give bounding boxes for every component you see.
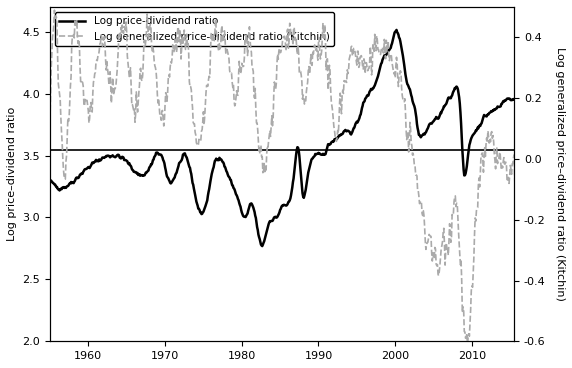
Log price-dividend ratio xyxy=(511,97,518,102)
Log price-dividend ratio xyxy=(463,164,470,169)
Log price-dividend ratio xyxy=(117,156,124,161)
Log price-dividend ratio xyxy=(336,133,343,137)
Log generalized price-dividend ratio (Kitchin) xyxy=(511,179,518,184)
Log price-dividend ratio xyxy=(73,175,80,180)
Log price-dividend ratio xyxy=(456,95,463,99)
Log price-dividend ratio xyxy=(416,133,423,137)
Log price-dividend ratio xyxy=(393,28,400,32)
Y-axis label: Log price–dividend ratio: Log price–dividend ratio xyxy=(7,107,17,241)
Log price-dividend ratio xyxy=(259,244,265,248)
Y-axis label: Log generalized price–dividend ratio (Kitchin): Log generalized price–dividend ratio (Ki… xyxy=(555,47,565,301)
Log generalized price-dividend ratio (Kitchin) xyxy=(46,118,53,122)
Log generalized price-dividend ratio (Kitchin) xyxy=(74,36,81,40)
Line: Log price-dividend ratio: Log price-dividend ratio xyxy=(50,30,515,246)
Log generalized price-dividend ratio (Kitchin) xyxy=(464,346,471,350)
Log generalized price-dividend ratio (Kitchin) xyxy=(463,336,470,340)
Log generalized price-dividend ratio (Kitchin) xyxy=(118,30,125,34)
Log generalized price-dividend ratio (Kitchin) xyxy=(336,100,343,105)
Log generalized price-dividend ratio (Kitchin) xyxy=(415,194,422,198)
Log price-dividend ratio xyxy=(46,178,53,182)
Log generalized price-dividend ratio (Kitchin) xyxy=(455,229,462,234)
Line: Log generalized price-dividend ratio (Kitchin): Log generalized price-dividend ratio (Ki… xyxy=(50,10,515,348)
Log generalized price-dividend ratio (Kitchin) xyxy=(51,8,58,13)
Legend: Log price-dividend ratio, Log generalized price-dividend ratio (Kitchin): Log price-dividend ratio, Log generalize… xyxy=(55,12,334,46)
